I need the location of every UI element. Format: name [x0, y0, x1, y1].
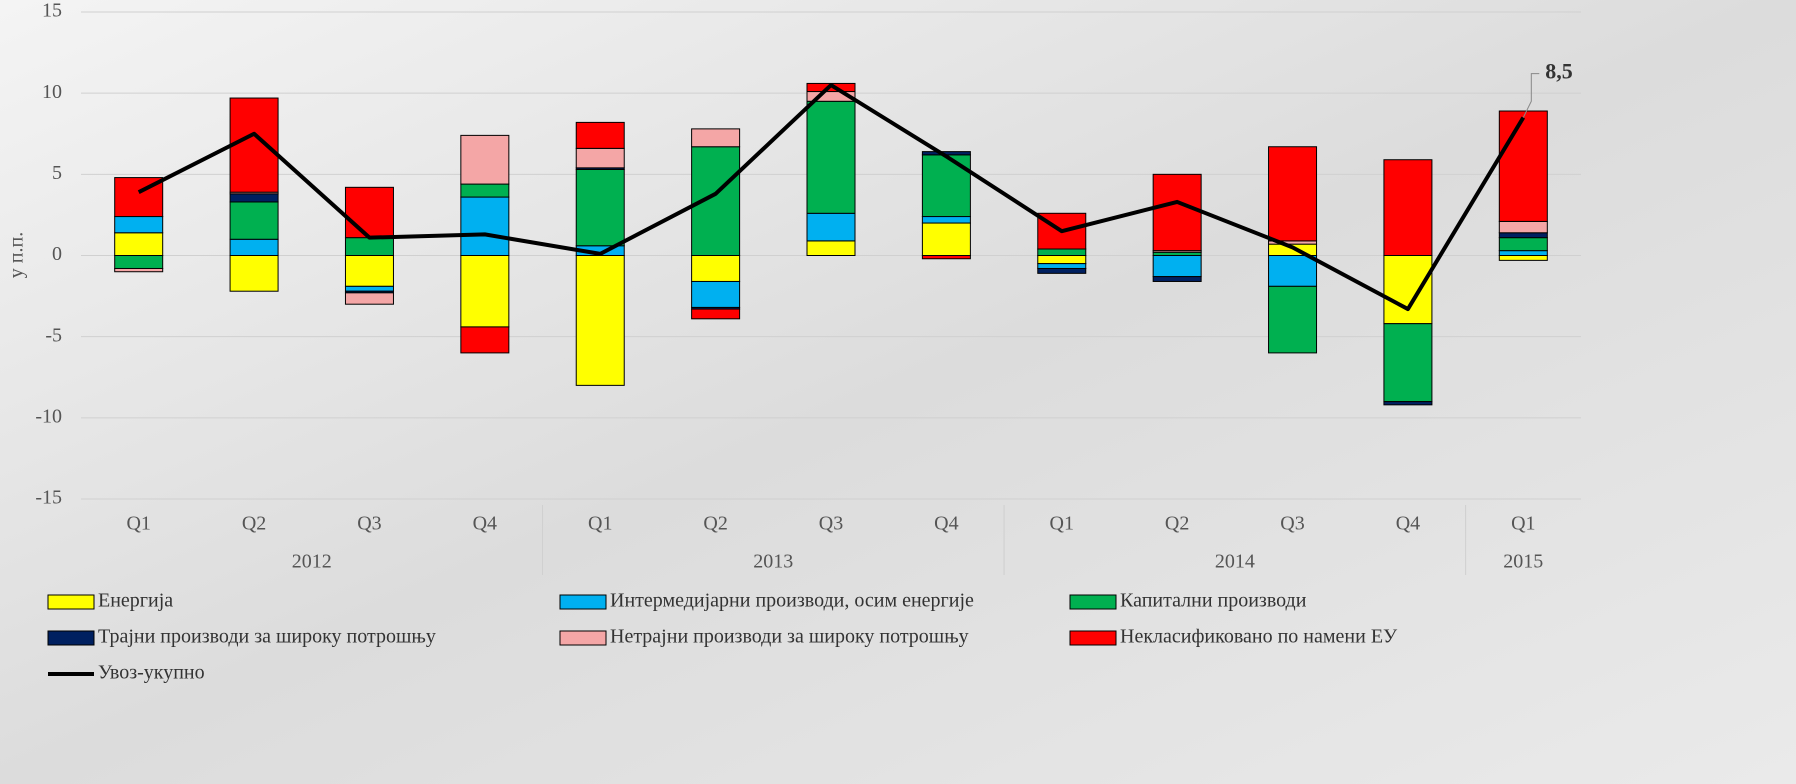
x-tick-label: Q3 [819, 513, 843, 535]
bar-segment [1037, 255, 1087, 265]
bar-segment [229, 238, 279, 256]
bar-segment [575, 168, 625, 247]
bar-segment [229, 255, 279, 292]
x-tick-label: Q1 [1511, 513, 1535, 535]
y-tick-label: -5 [45, 324, 62, 346]
bar-segment [921, 154, 971, 218]
bar-segment [1498, 250, 1548, 257]
y-tick-label: -10 [35, 405, 62, 427]
bar-segment [1268, 285, 1318, 354]
legend-label: Капитални производи [1120, 590, 1307, 612]
bar-segment [1383, 255, 1433, 325]
bar-segment [575, 121, 625, 149]
bar-segment [1498, 220, 1548, 234]
bar-segment [344, 292, 394, 305]
x-group-label: 2014 [1215, 551, 1255, 573]
bar-segment [114, 232, 164, 256]
bar-segment [1268, 146, 1318, 242]
legend-swatch [559, 594, 607, 610]
bar-segment [806, 212, 856, 242]
x-tick-label: Q2 [703, 513, 727, 535]
bar-segment [1037, 267, 1087, 274]
bar-segment [691, 128, 741, 148]
x-tick-label: Q2 [242, 513, 266, 535]
bar-segment [921, 255, 971, 260]
bar-segment [806, 240, 856, 256]
bar-segment [229, 97, 279, 193]
legend-swatch [47, 594, 95, 610]
bar-segment [691, 280, 741, 308]
bar-segment [114, 267, 164, 273]
x-group-label: 2012 [292, 551, 332, 573]
bar-segment [1152, 276, 1202, 282]
bar-segment [921, 216, 971, 224]
legend-label: Трајни производи за широку потрошњу [98, 626, 436, 648]
x-tick-label: Q1 [126, 513, 150, 535]
x-tick-label: Q2 [1165, 513, 1189, 535]
bar-segment [1498, 232, 1548, 239]
bar-segment [1268, 255, 1318, 287]
bar-segment [1037, 248, 1087, 257]
bar-segment [1383, 323, 1433, 403]
bar-segment [229, 201, 279, 240]
legend-swatch [1069, 630, 1117, 646]
bar-segment [575, 147, 625, 169]
label-leader [1522, 73, 1540, 118]
y-tick-label: -15 [35, 487, 62, 509]
y-tick-label: 5 [52, 162, 62, 184]
bar-segment [806, 100, 856, 214]
bar-segment [114, 216, 164, 234]
x-tick-label: Q1 [1050, 513, 1074, 535]
bar-segment [344, 237, 394, 256]
bar-segment [460, 196, 510, 256]
data-label: 8,5 [1545, 59, 1573, 84]
x-tick-label: Q3 [1280, 513, 1304, 535]
legend-label: Нетрајни производи за широку потрошњу [610, 626, 969, 648]
x-group-label: 2015 [1503, 551, 1543, 573]
legend-swatch [559, 630, 607, 646]
bar-segment [1498, 237, 1548, 252]
bar-segment [1037, 263, 1087, 269]
x-tick-label: Q1 [588, 513, 612, 535]
bar-segment [921, 222, 971, 257]
y-tick-label: 10 [42, 81, 62, 103]
bar-segment [460, 134, 510, 185]
bar-segment [460, 183, 510, 198]
bar-segment [575, 255, 625, 386]
bar-segment [1498, 110, 1548, 222]
bar-segment [229, 193, 279, 203]
total-line [137, 83, 1526, 312]
y-tick-label: 15 [42, 0, 62, 22]
bar-segment [1152, 255, 1202, 278]
bar-segment [1383, 159, 1433, 256]
legend-label: Увоз-укупно [98, 662, 205, 684]
bar-segment [344, 186, 394, 239]
y-tick-label: 0 [52, 243, 62, 265]
legend-swatch [47, 630, 95, 646]
x-tick-label: Q3 [357, 513, 381, 535]
bar-segment [114, 255, 164, 269]
legend-label: Енергија [98, 590, 173, 612]
x-group-label: 2013 [753, 551, 793, 573]
bar-segment [1152, 173, 1202, 252]
bar-segment [460, 326, 510, 354]
legend-swatch [1069, 594, 1117, 610]
x-tick-label: Q4 [934, 513, 958, 535]
bar-segment [691, 255, 741, 282]
bar-segment [1383, 401, 1433, 406]
y-axis-label: у п.п. [6, 232, 28, 278]
x-tick-label: Q4 [1396, 513, 1420, 535]
legend-label: Некласификовано по намени ЕУ [1120, 626, 1398, 648]
bar-segment [344, 285, 394, 292]
bar-segment [460, 255, 510, 328]
bar-segment [1498, 255, 1548, 261]
x-tick-label: Q4 [473, 513, 497, 535]
bar-segment [691, 308, 741, 320]
bar-segment [344, 255, 394, 287]
legend-label: Интермедијарни производи, осим енергије [610, 590, 974, 612]
